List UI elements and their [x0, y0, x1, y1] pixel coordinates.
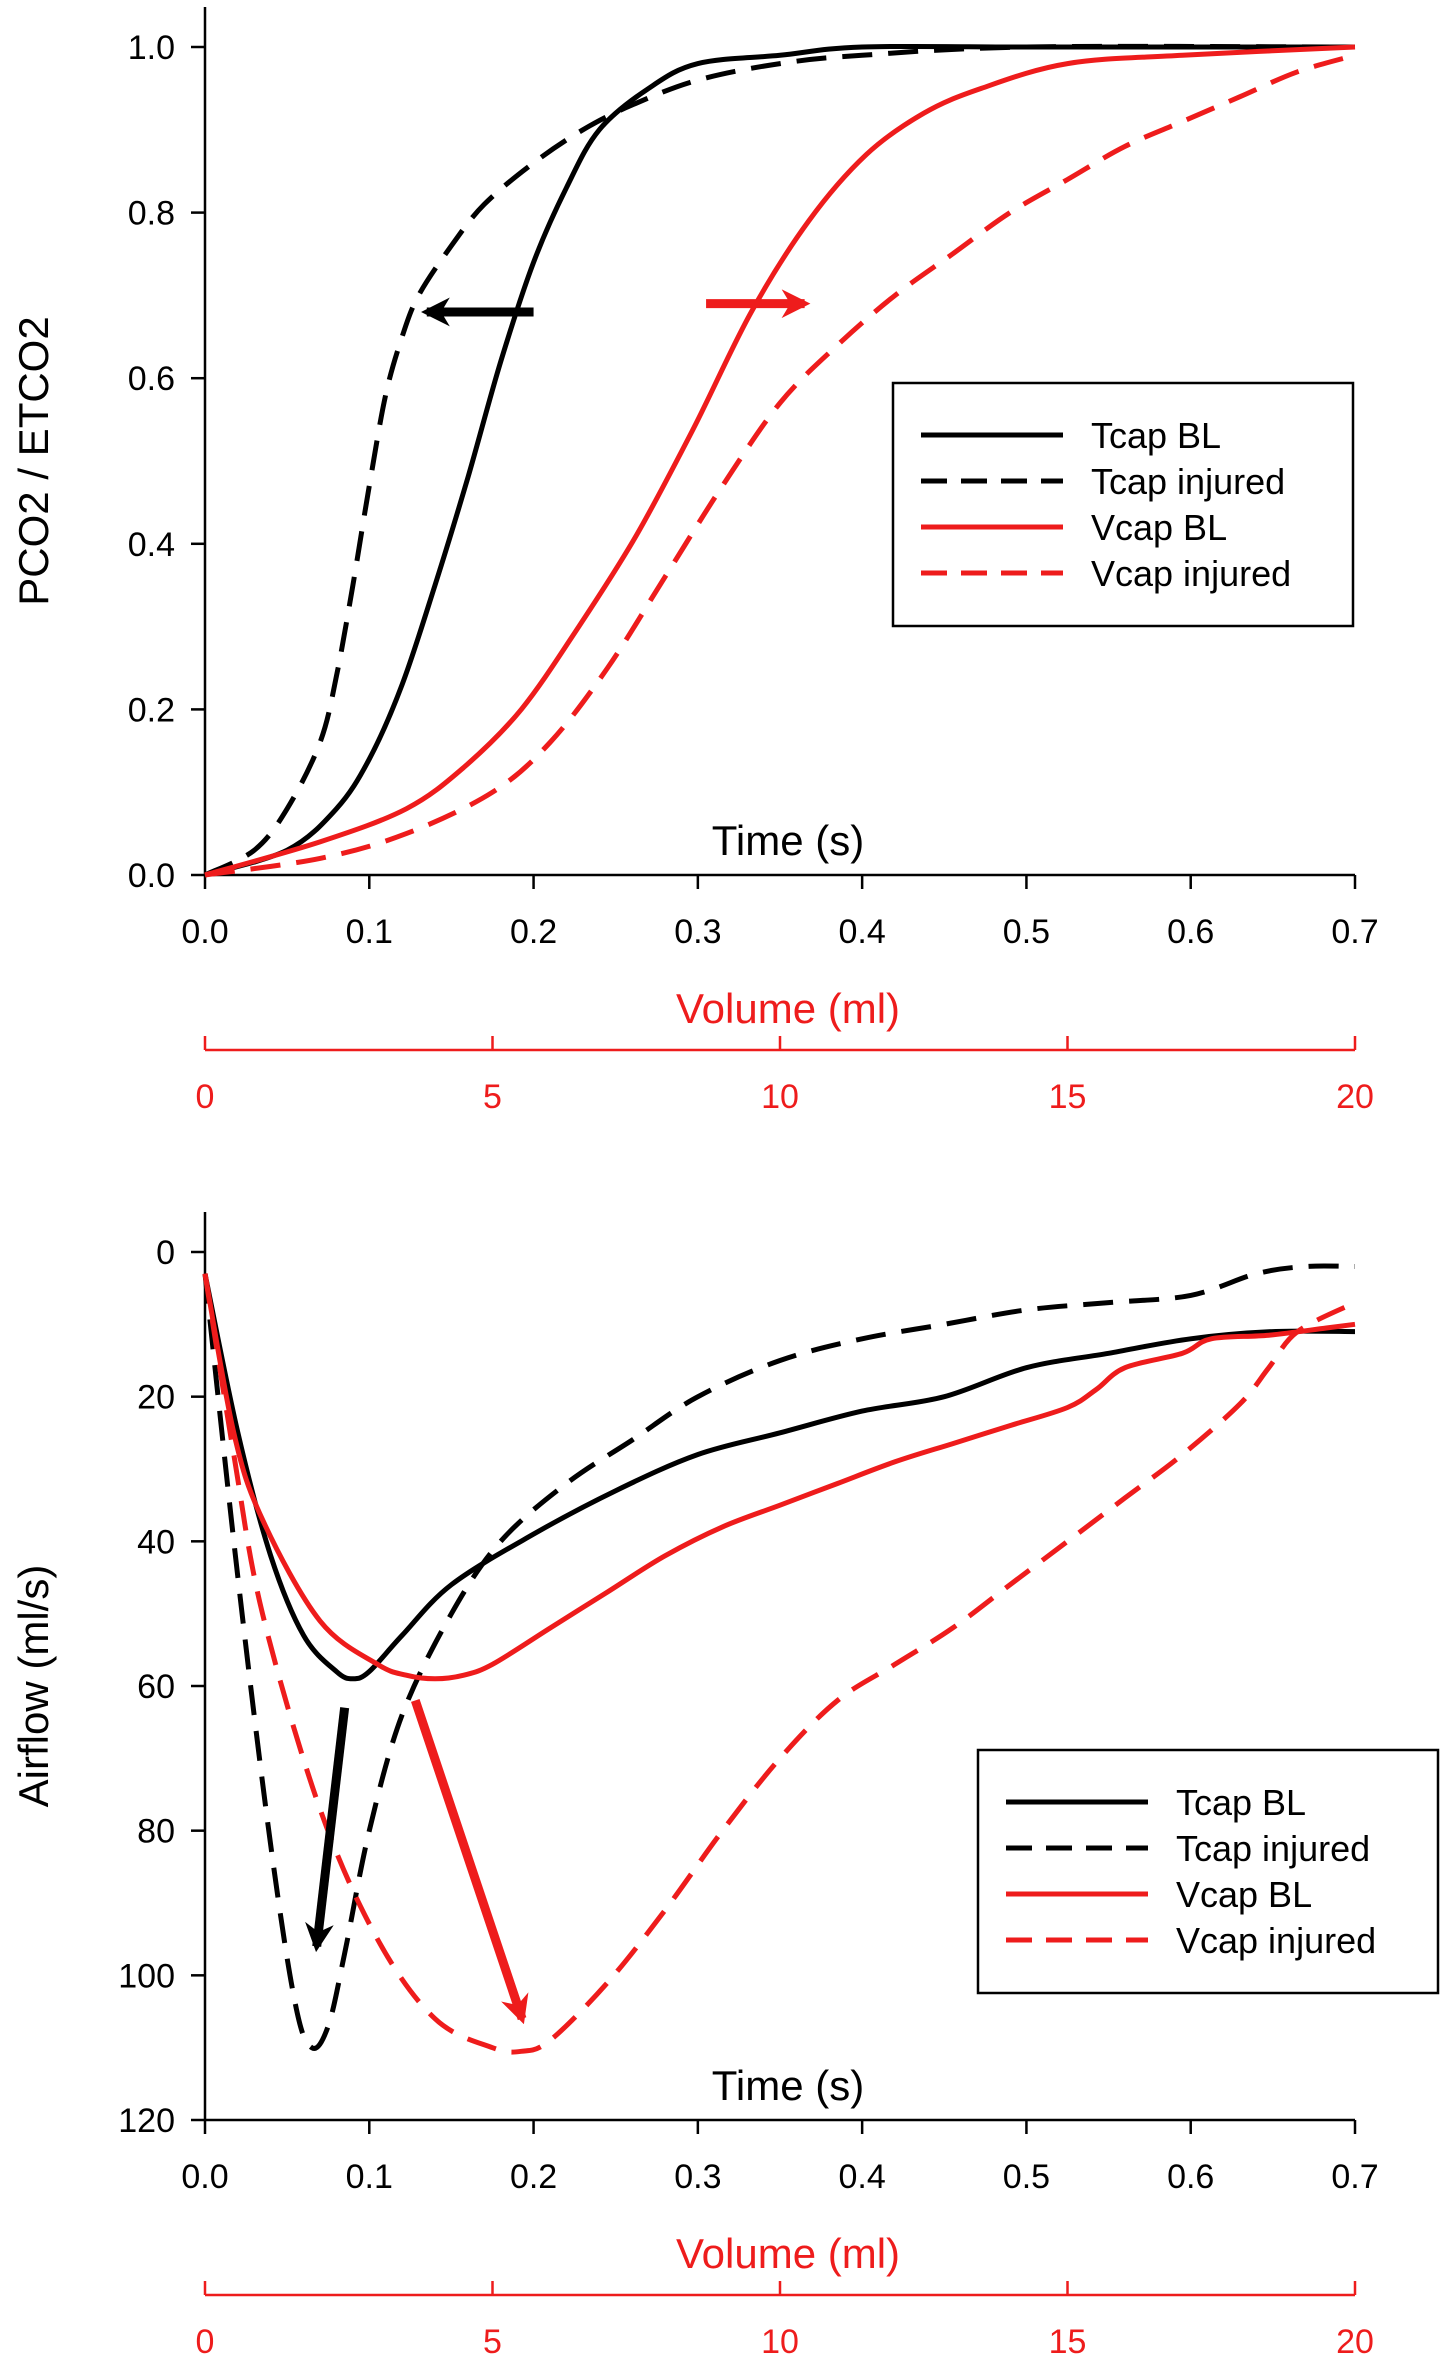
series-line-vcap-injured	[202, 1273, 1357, 2055]
x-tick-label: 0.5	[1003, 913, 1050, 951]
y-tick-label: 1.0	[128, 29, 175, 67]
x2-tick-label: 5	[483, 2323, 502, 2361]
series-line-tcap-bl	[202, 1273, 1356, 1682]
annotation-arrow-red	[411, 1699, 529, 2025]
y-tick-label: 40	[137, 1523, 175, 1561]
x-tick-label: 0.3	[674, 2158, 721, 2196]
legend: Tcap BL Tcap injured Vcap BL Vcap injured	[976, 1748, 1440, 1995]
legend-label: Tcap injured	[1176, 1828, 1370, 1869]
x-tick-label: 0.7	[1331, 913, 1378, 951]
y-tick-label: 100	[118, 1957, 175, 1995]
x2-tick-label: 20	[1336, 2323, 1374, 2361]
y-axis-title: PCO2 / ETCO2	[10, 316, 57, 605]
legend: Tcap BL Tcap injured Vcap BL Vcap injured	[891, 381, 1355, 628]
chart-1: 0.0 0.2 0.4 0.6 0.8 1.0 0.0 0.1 0.2 0.3 0.4 0.5 0.6 0…	[10, 7, 1379, 1116]
x2-tick-label: 10	[761, 2323, 799, 2361]
legend-label: Tcap BL	[1176, 1782, 1306, 1823]
x2-tick-label: 15	[1049, 2323, 1087, 2361]
x2-tick-label: 10	[761, 1078, 799, 1116]
x2-tick-label: 5	[483, 1078, 502, 1116]
x-tick-label: 0.0	[181, 913, 228, 951]
x-tick-label: 0.3	[674, 913, 721, 951]
x-axis-title: Time (s)	[712, 2062, 864, 2109]
y-tick-label: 20	[137, 1379, 175, 1417]
legend-label: Tcap injured	[1091, 461, 1285, 502]
y-tick-label: 0.6	[128, 360, 175, 398]
x-tick-label: 0.1	[346, 2158, 393, 2196]
series-line-tcap-injured	[202, 1263, 1356, 2051]
x-tick-label: 0.4	[839, 913, 886, 951]
x-tick-label: 0.1	[346, 913, 393, 951]
annotation-arrow-black	[305, 1707, 350, 1953]
y-tick-label: 0	[156, 1234, 175, 1272]
x2-axis-title: Volume (ml)	[676, 985, 900, 1032]
y-tick-label: 120	[118, 2102, 175, 2140]
y-tick-label: 0.2	[128, 691, 175, 729]
y-tick-label: 0.8	[128, 195, 175, 233]
y-tick-label: 60	[137, 1668, 175, 1706]
x2-tick-label: 15	[1049, 1078, 1087, 1116]
legend-label: Tcap BL	[1091, 415, 1221, 456]
y-tick-label: 0.4	[128, 526, 175, 564]
x-tick-label: 0.2	[510, 913, 557, 951]
legend-label: Vcap injured	[1176, 1920, 1376, 1961]
legend-box	[976, 1748, 1440, 1995]
legend-label: Vcap BL	[1176, 1874, 1312, 1915]
x-tick-label: 0.6	[1167, 913, 1214, 951]
series-line-tcap-bl	[204, 43, 1355, 878]
legend-label: Vcap BL	[1091, 507, 1227, 548]
x-tick-label: 0.7	[1331, 2158, 1378, 2196]
x-tick-label: 0.0	[181, 2158, 228, 2196]
x2-tick-label: 0	[196, 1078, 215, 1116]
x2-tick-label: 0	[196, 2323, 215, 2361]
x-tick-label: 0.5	[1003, 2158, 1050, 2196]
x-tick-label: 0.4	[839, 2158, 886, 2196]
y-tick-label: 80	[137, 1813, 175, 1851]
series-line-tcap-injured	[203, 43, 1356, 878]
x-tick-label: 0.6	[1167, 2158, 1214, 2196]
legend-label: Vcap injured	[1091, 553, 1291, 594]
series-line-vcap-injured	[204, 52, 1356, 878]
series-line-vcap-bl	[204, 44, 1356, 878]
x2-tick-label: 20	[1336, 1078, 1374, 1116]
x-axis-title: Time (s)	[712, 817, 864, 864]
x-tick-label: 0.2	[510, 2158, 557, 2196]
y-tick-label: 0.0	[128, 857, 175, 895]
legend-box	[891, 381, 1355, 628]
x2-axis-title: Volume (ml)	[676, 2230, 900, 2277]
series-line-vcap-bl	[202, 1273, 1356, 1682]
y-axis-title: Airflow (ml/s)	[10, 1565, 57, 1808]
